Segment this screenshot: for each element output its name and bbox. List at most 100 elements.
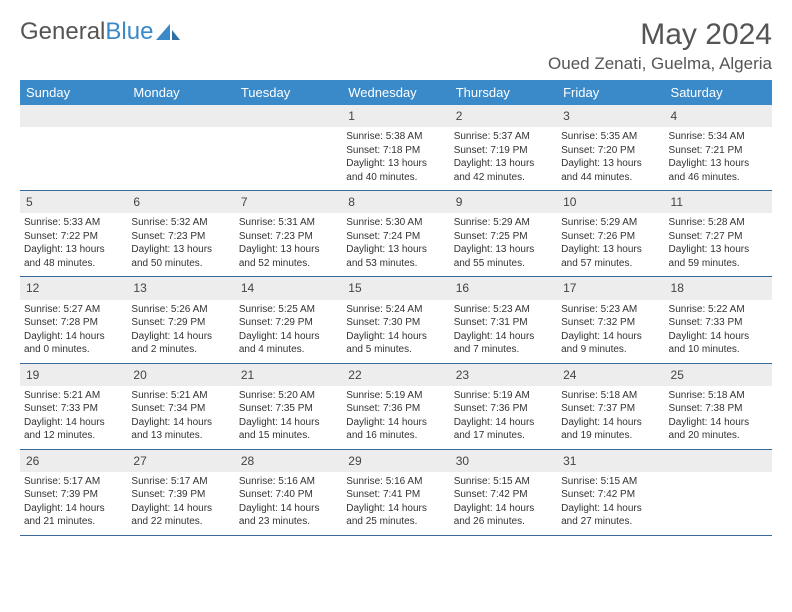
day-number: 30 bbox=[450, 449, 557, 472]
day-number: 7 bbox=[235, 191, 342, 214]
day-detail-line: Sunset: 7:39 PM bbox=[24, 488, 123, 502]
day-detail-line: and 15 minutes. bbox=[239, 429, 338, 443]
day-detail-line: Sunset: 7:23 PM bbox=[239, 230, 338, 244]
day-cell bbox=[665, 472, 772, 536]
day-number: 11 bbox=[665, 191, 772, 214]
day-detail-line: Sunrise: 5:35 AM bbox=[561, 130, 660, 144]
day-detail-line: Sunset: 7:23 PM bbox=[131, 230, 230, 244]
day-detail-line: Sunrise: 5:19 AM bbox=[346, 389, 445, 403]
day-detail-line: Daylight: 13 hours bbox=[454, 243, 553, 257]
day-detail-line: Daylight: 14 hours bbox=[346, 416, 445, 430]
day-detail-line: Sunset: 7:36 PM bbox=[454, 402, 553, 416]
day-header-row: SundayMondayTuesdayWednesdayThursdayFrid… bbox=[20, 80, 772, 105]
day-detail-line: Daylight: 13 hours bbox=[24, 243, 123, 257]
day-detail-line: Sunrise: 5:23 AM bbox=[561, 303, 660, 317]
day-number: 29 bbox=[342, 449, 449, 472]
day-cell: Sunrise: 5:18 AMSunset: 7:38 PMDaylight:… bbox=[665, 386, 772, 450]
location: Oued Zenati, Guelma, Algeria bbox=[548, 54, 772, 74]
day-detail-line: Daylight: 14 hours bbox=[24, 330, 123, 344]
day-detail-line: and 4 minutes. bbox=[239, 343, 338, 357]
day-detail-line: and 46 minutes. bbox=[669, 171, 768, 185]
day-cell: Sunrise: 5:28 AMSunset: 7:27 PMDaylight:… bbox=[665, 213, 772, 277]
day-detail-line: Sunset: 7:32 PM bbox=[561, 316, 660, 330]
day-detail-line: Sunrise: 5:21 AM bbox=[24, 389, 123, 403]
day-detail-line: Sunrise: 5:34 AM bbox=[669, 130, 768, 144]
day-cell: Sunrise: 5:32 AMSunset: 7:23 PMDaylight:… bbox=[127, 213, 234, 277]
day-detail-line: Daylight: 13 hours bbox=[346, 243, 445, 257]
day-cell: Sunrise: 5:15 AMSunset: 7:42 PMDaylight:… bbox=[450, 472, 557, 536]
day-detail-line: and 0 minutes. bbox=[24, 343, 123, 357]
day-header: Thursday bbox=[450, 80, 557, 105]
day-detail-line: and 17 minutes. bbox=[454, 429, 553, 443]
day-cell: Sunrise: 5:23 AMSunset: 7:31 PMDaylight:… bbox=[450, 300, 557, 364]
day-cell: Sunrise: 5:22 AMSunset: 7:33 PMDaylight:… bbox=[665, 300, 772, 364]
day-detail-line: and 42 minutes. bbox=[454, 171, 553, 185]
day-detail-line: Daylight: 13 hours bbox=[561, 157, 660, 171]
day-detail-line: Sunset: 7:35 PM bbox=[239, 402, 338, 416]
day-detail-line: and 44 minutes. bbox=[561, 171, 660, 185]
day-detail-line: Sunrise: 5:23 AM bbox=[454, 303, 553, 317]
title-block: May 2024 Oued Zenati, Guelma, Algeria bbox=[548, 18, 772, 74]
day-cell: Sunrise: 5:29 AMSunset: 7:25 PMDaylight:… bbox=[450, 213, 557, 277]
day-cell bbox=[235, 127, 342, 191]
day-cell: Sunrise: 5:23 AMSunset: 7:32 PMDaylight:… bbox=[557, 300, 664, 364]
day-cell: Sunrise: 5:31 AMSunset: 7:23 PMDaylight:… bbox=[235, 213, 342, 277]
day-number: 6 bbox=[127, 191, 234, 214]
day-detail-line: Sunset: 7:31 PM bbox=[454, 316, 553, 330]
day-detail-line: and 25 minutes. bbox=[346, 515, 445, 529]
day-number: 21 bbox=[235, 363, 342, 386]
day-number-row: 19202122232425 bbox=[20, 363, 772, 386]
day-cell: Sunrise: 5:27 AMSunset: 7:28 PMDaylight:… bbox=[20, 300, 127, 364]
day-detail-line: Sunset: 7:40 PM bbox=[239, 488, 338, 502]
day-number: 1 bbox=[342, 105, 449, 127]
day-number: 19 bbox=[20, 363, 127, 386]
day-detail-line: Sunrise: 5:21 AM bbox=[131, 389, 230, 403]
day-cell: Sunrise: 5:33 AMSunset: 7:22 PMDaylight:… bbox=[20, 213, 127, 277]
day-detail-line: Sunset: 7:29 PM bbox=[239, 316, 338, 330]
day-cell: Sunrise: 5:25 AMSunset: 7:29 PMDaylight:… bbox=[235, 300, 342, 364]
day-number: 18 bbox=[665, 277, 772, 300]
day-detail-line: Sunrise: 5:33 AM bbox=[24, 216, 123, 230]
day-cell: Sunrise: 5:24 AMSunset: 7:30 PMDaylight:… bbox=[342, 300, 449, 364]
day-detail-line: and 16 minutes. bbox=[346, 429, 445, 443]
day-detail-line: and 22 minutes. bbox=[131, 515, 230, 529]
day-detail-line: Sunset: 7:25 PM bbox=[454, 230, 553, 244]
day-number: 10 bbox=[557, 191, 664, 214]
day-number-row: 12131415161718 bbox=[20, 277, 772, 300]
day-detail-line: Sunset: 7:29 PM bbox=[131, 316, 230, 330]
day-cell: Sunrise: 5:34 AMSunset: 7:21 PMDaylight:… bbox=[665, 127, 772, 191]
day-detail-line: Sunrise: 5:17 AM bbox=[131, 475, 230, 489]
day-detail-line: Daylight: 14 hours bbox=[346, 330, 445, 344]
day-detail-line: Sunrise: 5:17 AM bbox=[24, 475, 123, 489]
day-number-row: 567891011 bbox=[20, 191, 772, 214]
day-header: Sunday bbox=[20, 80, 127, 105]
day-detail-line: Sunrise: 5:30 AM bbox=[346, 216, 445, 230]
day-detail-line: and 53 minutes. bbox=[346, 257, 445, 271]
day-number: 28 bbox=[235, 449, 342, 472]
day-detail-line: Sunrise: 5:37 AM bbox=[454, 130, 553, 144]
day-detail-line: Sunset: 7:33 PM bbox=[669, 316, 768, 330]
day-detail-line: Sunrise: 5:18 AM bbox=[669, 389, 768, 403]
day-detail-line: Sunset: 7:41 PM bbox=[346, 488, 445, 502]
day-cell: Sunrise: 5:38 AMSunset: 7:18 PMDaylight:… bbox=[342, 127, 449, 191]
day-number: 3 bbox=[557, 105, 664, 127]
day-cell: Sunrise: 5:35 AMSunset: 7:20 PMDaylight:… bbox=[557, 127, 664, 191]
day-detail-line: Sunrise: 5:16 AM bbox=[346, 475, 445, 489]
day-number: 15 bbox=[342, 277, 449, 300]
day-header: Saturday bbox=[665, 80, 772, 105]
day-cell: Sunrise: 5:19 AMSunset: 7:36 PMDaylight:… bbox=[342, 386, 449, 450]
logo-sail-icon bbox=[156, 22, 182, 42]
day-detail-line: Daylight: 13 hours bbox=[239, 243, 338, 257]
day-number bbox=[20, 105, 127, 127]
day-detail-line: Sunset: 7:21 PM bbox=[669, 144, 768, 158]
day-cell: Sunrise: 5:15 AMSunset: 7:42 PMDaylight:… bbox=[557, 472, 664, 536]
day-detail-line: Daylight: 14 hours bbox=[346, 502, 445, 516]
day-detail-line: and 48 minutes. bbox=[24, 257, 123, 271]
day-detail-line: Sunset: 7:22 PM bbox=[24, 230, 123, 244]
day-number bbox=[235, 105, 342, 127]
day-detail-line: Sunset: 7:28 PM bbox=[24, 316, 123, 330]
day-detail-line: Daylight: 14 hours bbox=[454, 330, 553, 344]
day-number: 12 bbox=[20, 277, 127, 300]
day-number: 31 bbox=[557, 449, 664, 472]
day-cell: Sunrise: 5:17 AMSunset: 7:39 PMDaylight:… bbox=[127, 472, 234, 536]
